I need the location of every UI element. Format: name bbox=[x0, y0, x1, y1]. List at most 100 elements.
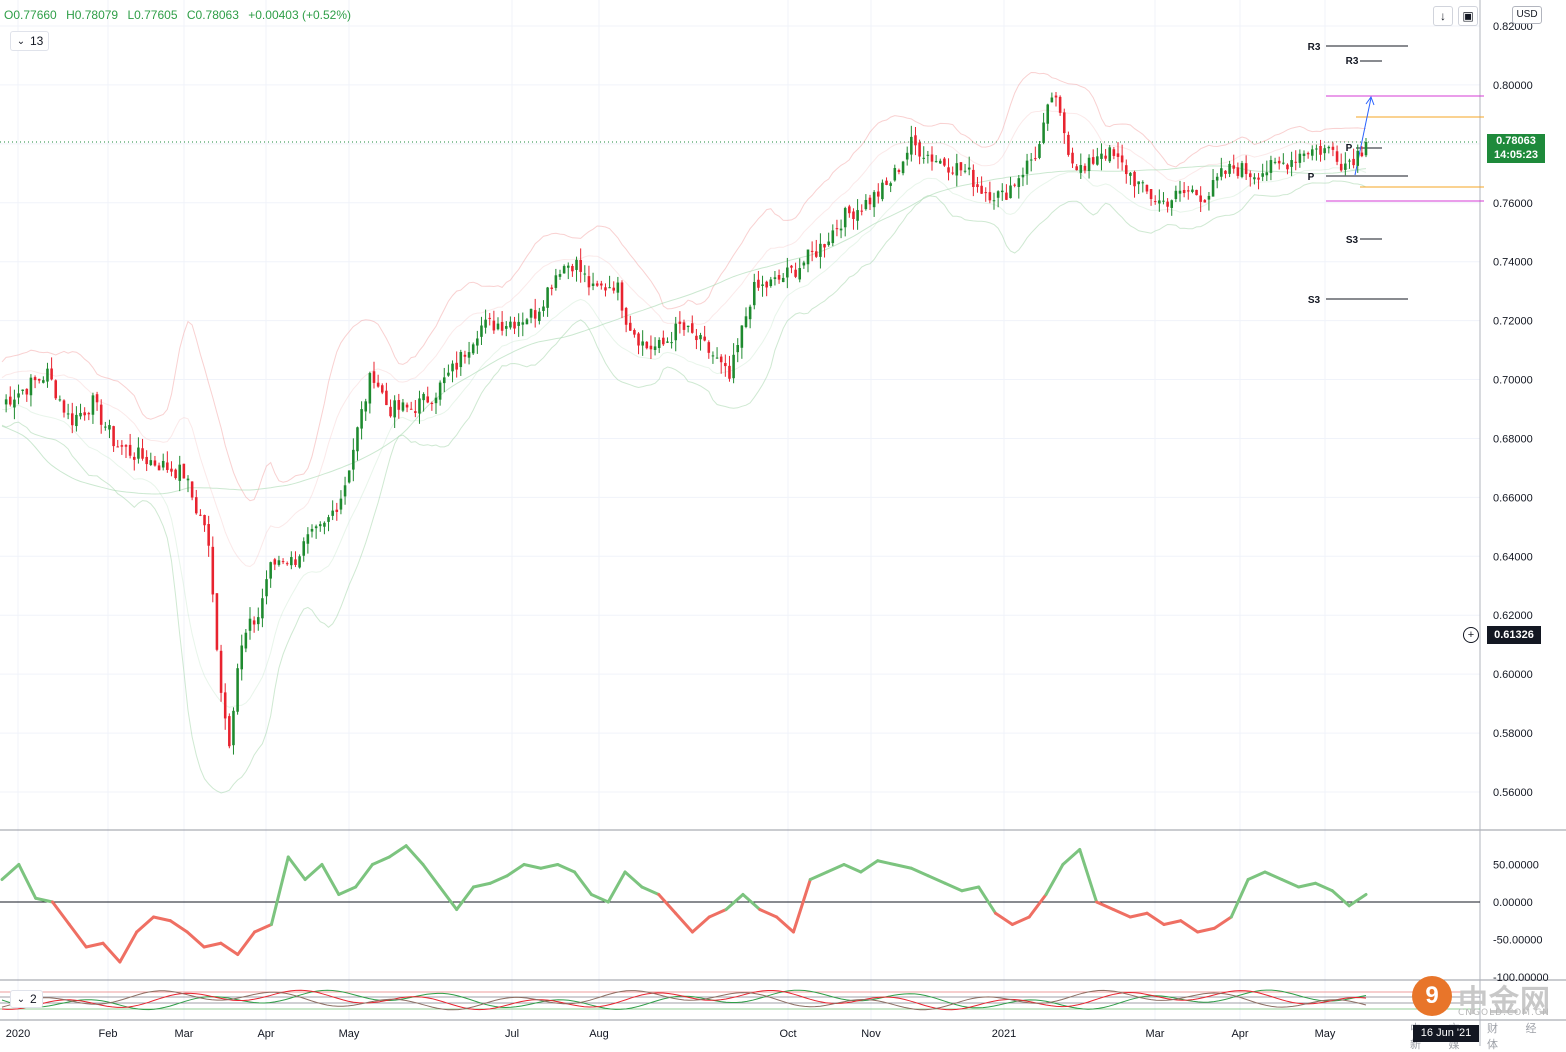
candle-body bbox=[529, 308, 533, 318]
candle bbox=[910, 125, 913, 162]
candle bbox=[984, 187, 988, 202]
candle-body bbox=[1335, 151, 1339, 162]
momentum-segment bbox=[354, 863, 374, 889]
candle-body bbox=[215, 593, 219, 650]
candle-body bbox=[856, 210, 859, 221]
candle-body bbox=[1112, 149, 1116, 156]
candle-body bbox=[37, 378, 41, 381]
candle-body bbox=[881, 182, 884, 200]
candle-body bbox=[600, 283, 603, 286]
candle-body bbox=[1240, 163, 1244, 177]
candle bbox=[1178, 180, 1182, 202]
candle-body bbox=[509, 321, 512, 328]
candle-body bbox=[438, 382, 442, 400]
candle bbox=[699, 332, 702, 351]
candle bbox=[1232, 154, 1236, 174]
last-price-badge: 0.78063 14:05:23 bbox=[1487, 134, 1545, 163]
momentum-indicator-chip[interactable]: ⌄ 13 bbox=[10, 31, 50, 51]
candle bbox=[1240, 160, 1244, 179]
candle bbox=[1277, 156, 1281, 170]
candle-body bbox=[955, 163, 959, 176]
candle bbox=[819, 233, 822, 269]
candle-body bbox=[938, 160, 942, 164]
momentum-length: 13 bbox=[30, 34, 44, 48]
candle-body bbox=[236, 668, 239, 712]
candle bbox=[1166, 198, 1169, 213]
candle bbox=[178, 455, 182, 492]
candle bbox=[356, 426, 359, 461]
momentum-segment bbox=[421, 863, 442, 889]
candle-body bbox=[546, 287, 549, 308]
candle-body bbox=[653, 346, 657, 350]
chevron-down-icon[interactable]: ⌄ bbox=[16, 993, 26, 1005]
candle bbox=[1244, 155, 1248, 180]
candle-body bbox=[174, 469, 177, 479]
candle bbox=[1261, 163, 1264, 182]
candle-body bbox=[604, 287, 607, 291]
candle bbox=[467, 341, 471, 365]
candle-body bbox=[422, 393, 425, 401]
candle-body bbox=[1261, 173, 1264, 177]
pivot-label: R3 bbox=[1346, 56, 1359, 67]
candle bbox=[1029, 152, 1033, 172]
candle-body bbox=[471, 344, 475, 354]
candle bbox=[802, 260, 806, 269]
candle-body bbox=[1067, 134, 1070, 155]
arrow-down-icon[interactable]: ↓ bbox=[1433, 6, 1453, 26]
time-tick-label: Jul bbox=[505, 1028, 519, 1040]
candle-body bbox=[327, 517, 330, 522]
candle bbox=[277, 555, 281, 567]
candle-body bbox=[261, 598, 264, 619]
candle bbox=[186, 475, 190, 493]
fullscreen-icon[interactable]: ▣ bbox=[1458, 6, 1478, 26]
candle bbox=[810, 241, 814, 262]
momentum-segment bbox=[269, 855, 290, 926]
candle-body bbox=[157, 465, 161, 471]
momentum-segment bbox=[1095, 900, 1115, 911]
candle-body bbox=[1170, 200, 1174, 208]
candle bbox=[934, 155, 938, 163]
currency-label[interactable]: USD bbox=[1512, 6, 1542, 24]
time-tick-label: Nov bbox=[861, 1028, 881, 1040]
candle bbox=[33, 375, 37, 389]
candle-body bbox=[1186, 190, 1190, 192]
chevron-down-icon[interactable]: ⌄ bbox=[16, 35, 26, 47]
candle bbox=[252, 616, 256, 633]
candle bbox=[492, 310, 496, 334]
candle bbox=[430, 401, 434, 411]
candle-body bbox=[87, 413, 91, 415]
candle bbox=[58, 395, 62, 402]
add-alert-icon[interactable]: + bbox=[1463, 627, 1479, 643]
candle-body bbox=[104, 426, 107, 428]
stochastic-pane bbox=[0, 989, 1480, 1011]
pivot-label: P bbox=[1346, 143, 1353, 154]
candle-body bbox=[533, 310, 537, 319]
upper-band-inner bbox=[1, 109, 1367, 568]
candle-body bbox=[1149, 189, 1153, 200]
candle-body bbox=[1348, 160, 1351, 162]
momentum-segment bbox=[926, 874, 947, 885]
candle bbox=[153, 455, 157, 467]
candle bbox=[418, 390, 421, 424]
candle bbox=[112, 425, 115, 452]
candle bbox=[509, 316, 512, 330]
momentum-pane bbox=[0, 844, 1480, 964]
candle-body bbox=[711, 355, 715, 357]
candle-body bbox=[641, 341, 644, 346]
stochastic-indicator-chip[interactable]: ⌄ 2 bbox=[10, 990, 43, 1008]
candle bbox=[732, 343, 735, 384]
momentum-segment bbox=[1280, 878, 1301, 889]
candle-body bbox=[285, 563, 289, 565]
candle-body bbox=[54, 380, 58, 399]
candle bbox=[876, 183, 880, 204]
candle bbox=[223, 683, 227, 730]
candle-body bbox=[719, 356, 723, 363]
ohlc-close: C0.78063 bbox=[186, 8, 239, 22]
candle-body bbox=[33, 377, 37, 381]
long-moving-average bbox=[1, 165, 1367, 495]
candle-body bbox=[587, 276, 591, 288]
candle-body bbox=[624, 307, 628, 325]
candle-body bbox=[740, 325, 744, 348]
momentum-tick-label: -50.00000 bbox=[1493, 935, 1543, 947]
